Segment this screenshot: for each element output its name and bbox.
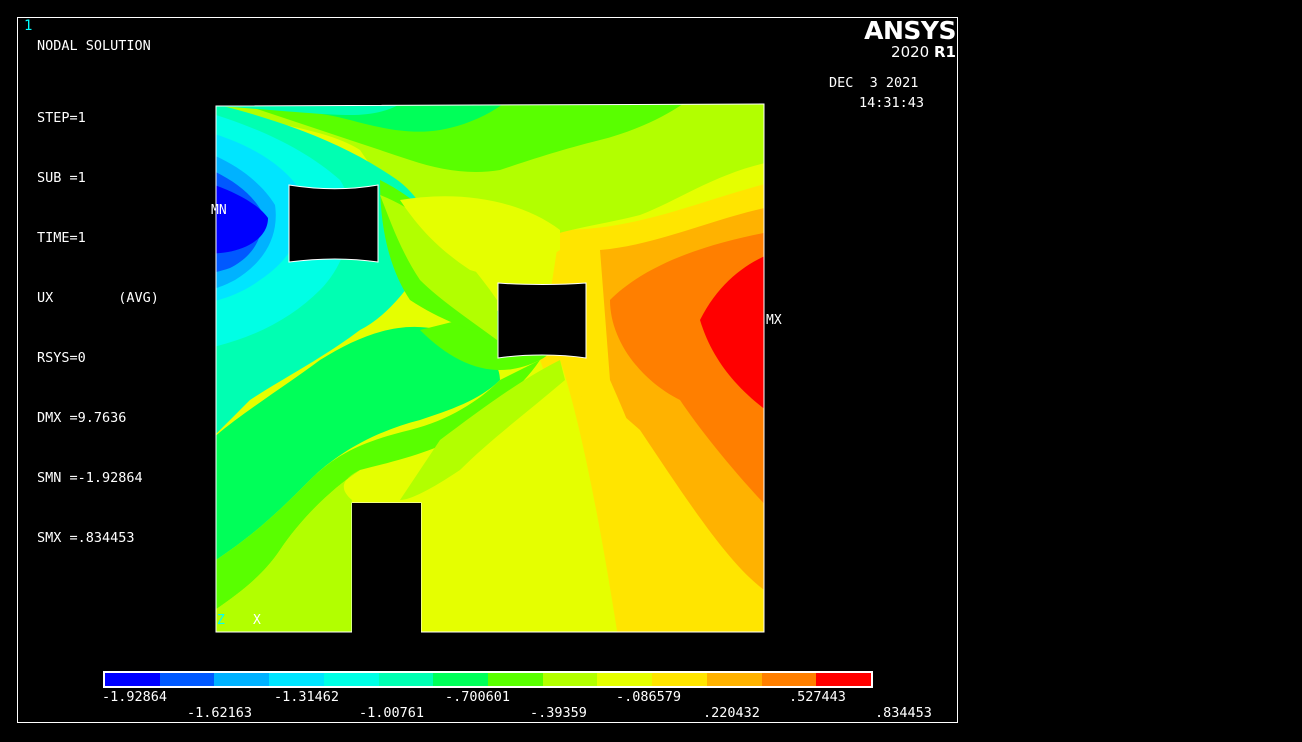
legend-swatch bbox=[433, 673, 489, 686]
legend-swatch bbox=[159, 673, 215, 686]
triad-z-label: Z bbox=[217, 613, 225, 628]
legend-swatch bbox=[652, 673, 707, 686]
legend-label-top-4: .527443 bbox=[789, 689, 846, 705]
legend-label-bottom-4: .834453 bbox=[875, 705, 932, 721]
solution-info: STEP=1 SUB =1 TIME=1 UX (AVG) RSYS=0 DMX… bbox=[37, 68, 159, 568]
hole-upper-left bbox=[288, 184, 379, 263]
info-result: UX (AVG) bbox=[37, 290, 159, 306]
ansys-logo: ANSYS 2020 R1 bbox=[864, 18, 956, 60]
plot-date: DEC 3 2021 bbox=[829, 75, 919, 91]
min-marker: MN bbox=[211, 203, 227, 218]
plot-title: NODAL SOLUTION bbox=[37, 38, 151, 54]
triad-x-label: X bbox=[253, 613, 261, 628]
legend-swatch bbox=[761, 673, 817, 686]
info-rsys: RSYS=0 bbox=[37, 350, 86, 366]
legend-swatch bbox=[378, 673, 434, 686]
legend-swatch bbox=[488, 673, 543, 686]
legend-label-bottom-2: -.39359 bbox=[530, 705, 587, 721]
legend-label-top-1: -1.31462 bbox=[274, 689, 340, 705]
legend-swatch bbox=[816, 673, 872, 686]
legend-swatch bbox=[323, 673, 379, 686]
graphics-window-frame bbox=[17, 17, 958, 723]
legend-swatch bbox=[542, 673, 598, 686]
legend-label-bottom-0: -1.62163 bbox=[187, 705, 253, 721]
legend-swatch bbox=[706, 673, 762, 686]
legend-label-bottom-1: -1.00761 bbox=[359, 705, 425, 721]
info-step: STEP=1 bbox=[37, 110, 86, 126]
bottom-slot bbox=[352, 503, 421, 633]
legend-swatch bbox=[105, 673, 160, 686]
legend-label-bottom-3: .220432 bbox=[703, 705, 760, 721]
info-sub: SUB =1 bbox=[37, 170, 86, 186]
window-number: 1 bbox=[24, 18, 33, 34]
legend-label-top-0: -1.92864 bbox=[102, 689, 168, 705]
max-marker: MX bbox=[766, 313, 782, 328]
legend-label-top-2: -.700601 bbox=[445, 689, 511, 705]
legend-swatch bbox=[597, 673, 653, 686]
info-smn: SMN =-1.92864 bbox=[37, 470, 143, 486]
legend-color-bar bbox=[103, 671, 873, 688]
brand-version: 2020 R1 bbox=[891, 43, 956, 61]
legend-swatch bbox=[214, 673, 270, 686]
legend-swatch bbox=[269, 673, 324, 686]
info-smx: SMX =.834453 bbox=[37, 530, 135, 546]
info-dmx: DMX =9.7636 bbox=[37, 410, 127, 426]
brand-name: ANSYS bbox=[864, 16, 956, 45]
contour-field bbox=[216, 104, 764, 632]
legend-label-top-3: -.086579 bbox=[616, 689, 682, 705]
plot-time: 14:31:43 bbox=[859, 95, 925, 111]
info-time: TIME=1 bbox=[37, 230, 86, 246]
hole-center-right bbox=[497, 282, 587, 359]
